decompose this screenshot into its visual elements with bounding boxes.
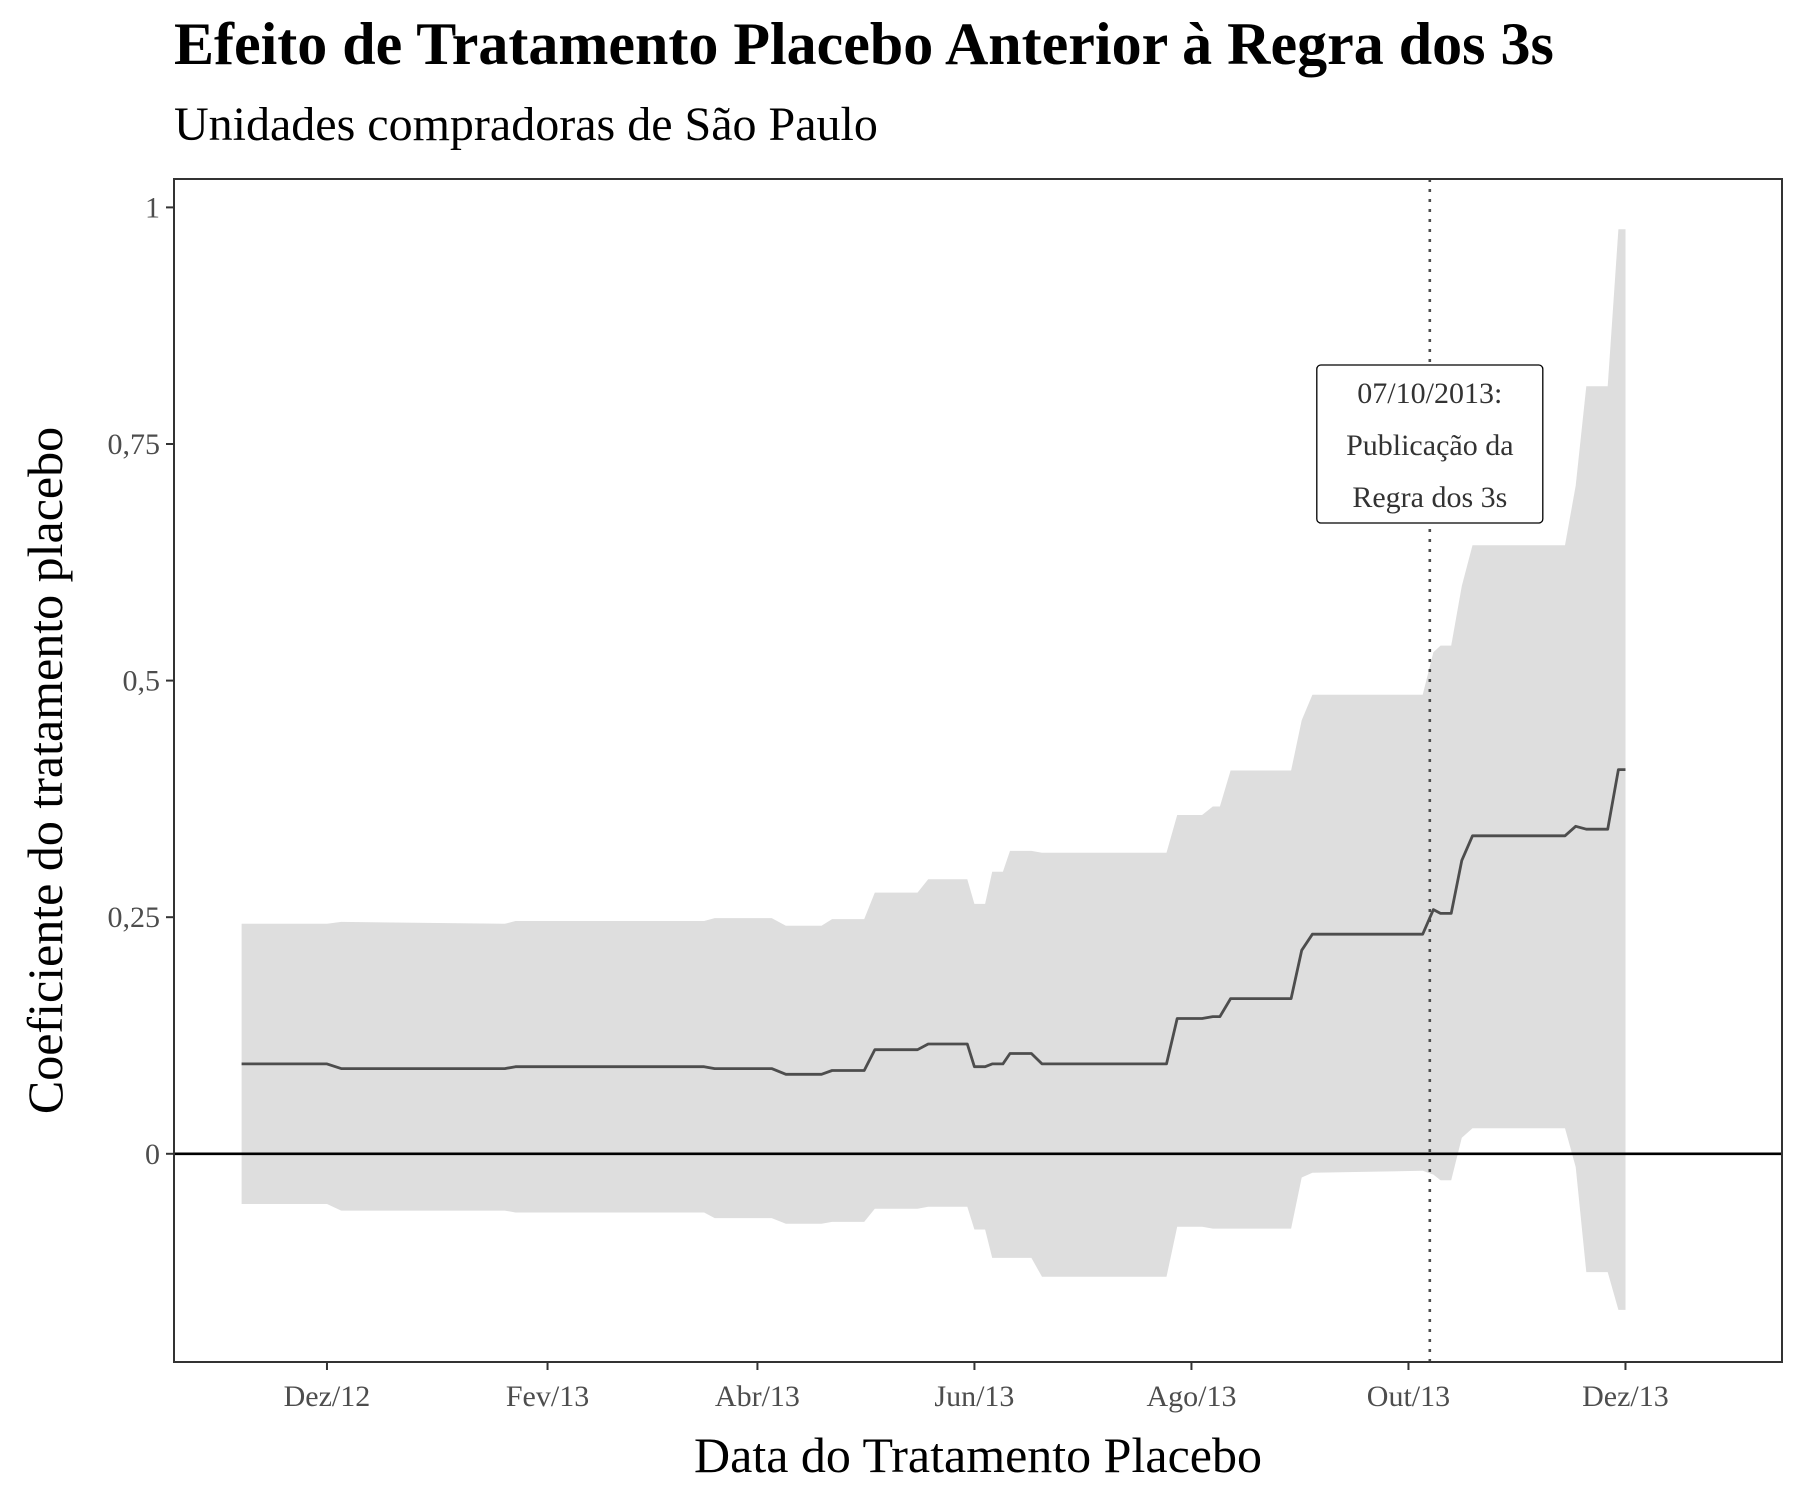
x-axis-title: Data do Tratamento Placebo bbox=[694, 1427, 1262, 1483]
x-tick-label: Abr/13 bbox=[715, 1380, 800, 1413]
y-tick-label: 0 bbox=[145, 1138, 160, 1171]
chart-title: Efeito de Tratamento Placebo Anterior à … bbox=[174, 11, 1554, 77]
annotation-line: 07/10/2013: bbox=[1357, 377, 1502, 410]
confidence-band bbox=[241, 229, 1626, 1310]
panel-border-layer bbox=[173, 178, 1783, 1363]
event-annotation: 07/10/2013: Publicação da Regra dos 3s bbox=[1316, 364, 1544, 524]
x-tick-label: Dez/13 bbox=[1582, 1380, 1669, 1413]
estimate-line-layer bbox=[241, 768, 1626, 1076]
x-tick-label: Ago/13 bbox=[1146, 1380, 1236, 1413]
x-tick-label: Jun/13 bbox=[934, 1380, 1014, 1413]
y-tick-label: 0,5 bbox=[123, 665, 161, 698]
x-tick-label: Dez/12 bbox=[284, 1380, 371, 1413]
confidence-band-layer bbox=[241, 229, 1626, 1310]
y-tick-label: 0,75 bbox=[108, 428, 161, 461]
y-tick-label: 1 bbox=[145, 191, 160, 224]
y-tick-label: 0,25 bbox=[108, 901, 161, 934]
annotation-box bbox=[1316, 364, 1544, 524]
annotation-line: Publicação da bbox=[1346, 429, 1513, 462]
chart-subtitle: Unidades compradoras de São Paulo bbox=[174, 98, 878, 151]
estimate-line bbox=[241, 768, 1626, 1076]
panel-border bbox=[173, 178, 1783, 1363]
x-tick-label: Fev/13 bbox=[506, 1380, 589, 1413]
y-axis-title: Coeficiente do tratamento placebo bbox=[17, 427, 73, 1114]
axes-layer: 0 0,25 0,5 0,75 1 Dez/12 Fev/13 Abr/13 Jun/13 Ago… bbox=[108, 191, 1669, 1413]
annotation-line: Regra dos 3s bbox=[1352, 481, 1507, 514]
x-tick-label: Out/13 bbox=[1367, 1380, 1450, 1413]
